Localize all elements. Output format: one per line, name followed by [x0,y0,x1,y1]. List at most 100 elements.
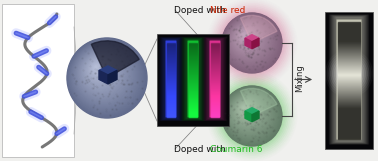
Circle shape [226,90,274,138]
Circle shape [224,15,278,69]
Circle shape [227,18,274,65]
Circle shape [222,86,282,146]
Circle shape [68,39,146,117]
Circle shape [232,23,264,55]
Text: Doped with: Doped with [174,5,229,14]
Circle shape [235,26,259,50]
Wedge shape [240,15,277,43]
Wedge shape [240,88,277,116]
Circle shape [230,21,267,58]
Circle shape [83,54,118,89]
Circle shape [237,28,254,45]
Circle shape [229,20,270,61]
FancyBboxPatch shape [330,15,367,144]
Circle shape [242,106,247,111]
Circle shape [232,96,264,128]
Circle shape [234,25,260,52]
Circle shape [80,51,124,95]
Circle shape [227,91,274,137]
Circle shape [84,55,117,88]
FancyBboxPatch shape [203,37,226,121]
Circle shape [332,57,366,90]
Circle shape [78,49,127,99]
Circle shape [341,66,356,81]
Circle shape [219,83,285,149]
Circle shape [239,30,252,43]
Circle shape [235,99,259,123]
Circle shape [82,53,120,91]
Circle shape [75,46,133,104]
Circle shape [69,40,144,115]
Circle shape [70,41,142,113]
Circle shape [243,107,245,109]
Circle shape [240,104,250,114]
Circle shape [234,98,260,124]
Circle shape [226,90,275,139]
Circle shape [89,60,108,79]
Circle shape [69,40,143,114]
Circle shape [236,27,257,48]
FancyBboxPatch shape [335,16,364,143]
Circle shape [94,65,99,70]
Circle shape [243,34,244,35]
Circle shape [343,68,355,79]
Circle shape [243,34,245,36]
Circle shape [220,85,284,147]
Circle shape [231,22,266,57]
Circle shape [227,18,273,64]
Polygon shape [245,108,259,115]
Polygon shape [252,111,259,122]
Circle shape [223,14,280,71]
Circle shape [224,15,279,70]
Circle shape [85,56,115,86]
Circle shape [231,95,265,129]
Circle shape [331,55,367,92]
Circle shape [231,23,265,56]
Circle shape [236,27,257,48]
FancyBboxPatch shape [166,39,177,118]
Text: Mixing: Mixing [295,65,304,92]
FancyBboxPatch shape [163,38,179,119]
Circle shape [233,97,263,127]
Circle shape [242,33,246,37]
Circle shape [226,17,275,66]
Circle shape [230,94,267,131]
Circle shape [338,62,360,85]
Circle shape [68,39,145,116]
Circle shape [214,78,290,154]
Circle shape [92,63,103,74]
Circle shape [212,3,292,83]
Circle shape [72,43,138,109]
Circle shape [223,14,280,71]
Circle shape [91,62,104,75]
Circle shape [88,59,109,80]
Circle shape [232,23,263,55]
Circle shape [80,51,124,95]
Circle shape [229,93,269,133]
Circle shape [228,92,272,136]
Circle shape [223,87,280,144]
Circle shape [225,16,277,68]
Circle shape [227,91,273,137]
Circle shape [71,43,139,110]
Circle shape [73,44,137,108]
Circle shape [223,87,280,144]
Circle shape [226,17,274,65]
Circle shape [224,88,279,143]
Circle shape [240,31,250,41]
Circle shape [233,24,263,54]
Circle shape [222,13,282,73]
Circle shape [220,11,284,75]
Circle shape [234,26,260,51]
FancyBboxPatch shape [336,19,361,139]
Circle shape [232,96,263,128]
Circle shape [74,46,134,105]
Wedge shape [91,41,139,78]
Text: Coumarin 6: Coumarin 6 [210,146,262,155]
Circle shape [93,64,101,72]
Circle shape [217,81,287,151]
Circle shape [225,16,277,68]
Circle shape [77,48,130,101]
Circle shape [241,105,248,112]
Circle shape [217,8,287,78]
